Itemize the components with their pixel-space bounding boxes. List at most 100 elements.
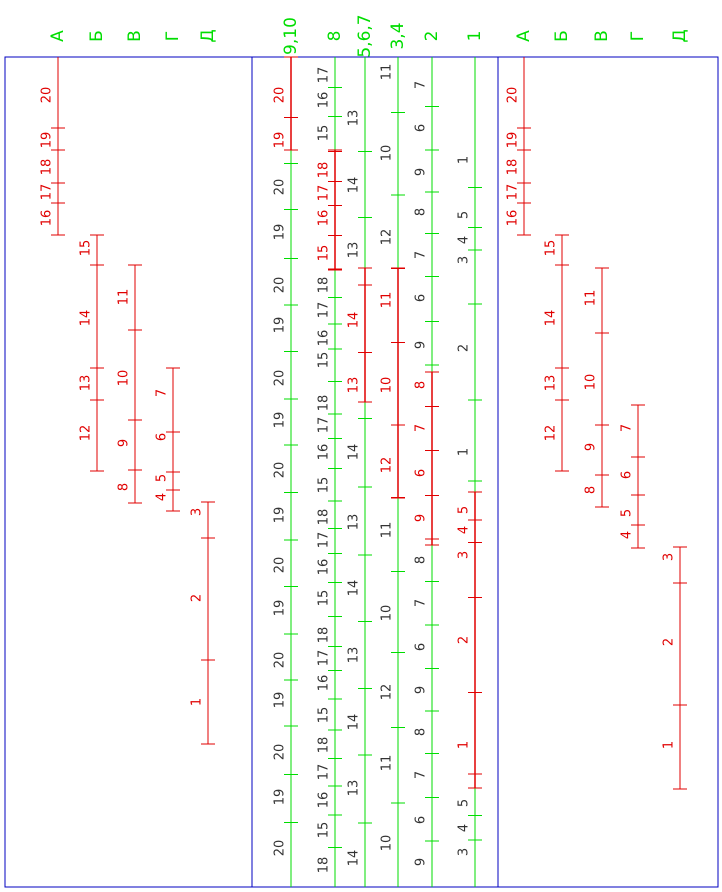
scale-label: 10	[380, 145, 395, 162]
scale-label: 4	[457, 824, 472, 832]
column-header: В	[125, 30, 145, 42]
column-header: 1	[465, 31, 485, 42]
scale-label: 9	[414, 514, 429, 522]
scale-label: 12	[544, 425, 559, 442]
scale-label: 18	[317, 627, 332, 644]
column-header: 2	[422, 31, 442, 42]
scale-label: 15	[317, 352, 332, 369]
scale-label: 6	[414, 643, 429, 651]
column-header: А	[514, 30, 534, 42]
scale-label: 20	[273, 277, 288, 294]
scale-label: 15	[317, 477, 332, 494]
scale-label: 7	[414, 81, 429, 89]
scale-label: 10	[380, 377, 395, 394]
scale-label: 5	[457, 211, 472, 219]
scale-label: 10	[380, 835, 395, 852]
scale-label: 9	[584, 443, 599, 451]
scale-label: 2	[457, 344, 472, 352]
scale-label: 20	[40, 87, 55, 104]
scale-label: 9	[414, 168, 429, 176]
scale-label: 3	[662, 553, 677, 561]
scale-label: 4	[155, 493, 170, 501]
scale-label: 4	[457, 236, 472, 244]
scale-label: 19	[273, 600, 288, 617]
scale-label: 12	[380, 684, 395, 701]
scale-label: 7	[414, 424, 429, 432]
scale-label: 20	[273, 652, 288, 669]
scale-label: 19	[273, 789, 288, 806]
scale-label: 3	[457, 848, 472, 856]
scale-label: 9	[414, 686, 429, 694]
scale-label: 14	[347, 714, 362, 731]
scale-label: 1	[457, 156, 472, 164]
scale-label: 9	[414, 858, 429, 866]
column-header: 9,10	[281, 17, 301, 55]
scale-label: 9	[414, 341, 429, 349]
scale-label: 13	[347, 110, 362, 127]
scale-label: 2	[457, 636, 472, 644]
column-header: Д	[670, 29, 690, 42]
panel-right	[497, 56, 719, 888]
scale-label: 8	[414, 381, 429, 389]
scale-label: 10	[380, 605, 395, 622]
scale-label: 14	[544, 310, 559, 327]
scale-label: 18	[506, 159, 521, 176]
scale-label: 16	[317, 444, 332, 461]
scale-label: 20	[273, 87, 288, 104]
scale-label: 14	[347, 444, 362, 461]
scale-label: 16	[317, 92, 332, 109]
scale-label: 2	[190, 594, 205, 602]
scale-label: 19	[273, 132, 288, 149]
scale-label: 1	[662, 741, 677, 749]
scale-label: 11	[380, 292, 395, 309]
scale-label: 8	[414, 556, 429, 564]
scale-label: 20	[506, 87, 521, 104]
scale-label: 18	[317, 162, 332, 179]
scale-label: 3	[457, 256, 472, 264]
scale-label: 13	[544, 375, 559, 392]
scale-label: 16	[317, 210, 332, 227]
column-header: 5,6,7	[355, 14, 375, 57]
scale-label: 11	[380, 64, 395, 81]
scale-label: 12	[79, 425, 94, 442]
scale-label: 17	[317, 417, 332, 434]
column-header: Г	[163, 31, 183, 41]
column-header: А	[48, 30, 68, 42]
scale-label: 6	[414, 469, 429, 477]
scale-label: 14	[347, 580, 362, 597]
scale-label: 16	[40, 210, 55, 227]
scale-label: 5	[155, 474, 170, 482]
column-header: Д	[198, 29, 218, 42]
scale-label: 17	[317, 650, 332, 667]
scale-label: 15	[79, 240, 94, 257]
scale-label: 15	[317, 822, 332, 839]
scale-label: 17	[317, 185, 332, 202]
scale-label: 17	[317, 532, 332, 549]
scale-label: 11	[117, 289, 132, 306]
scale-label: 10	[117, 370, 132, 387]
scale-label: 5	[457, 799, 472, 807]
scale-label: 8	[414, 728, 429, 736]
scale-label: 16	[317, 792, 332, 809]
panel-middle	[251, 56, 499, 888]
scale-label: 15	[317, 125, 332, 142]
scale-label: 20	[273, 179, 288, 196]
scale-label: 15	[317, 245, 332, 262]
scale-label: 7	[414, 251, 429, 259]
scale-label: 19	[273, 692, 288, 709]
scale-label: 19	[273, 317, 288, 334]
scale-label: 5	[620, 509, 635, 517]
scale-label: 19	[40, 132, 55, 149]
scale-label: 6	[414, 816, 429, 824]
scale-label: 7	[620, 424, 635, 432]
panel-left	[4, 56, 253, 888]
scale-label: 17	[506, 184, 521, 201]
scale-label: 19	[273, 412, 288, 429]
scale-label: 7	[414, 599, 429, 607]
scale-label: 13	[79, 375, 94, 392]
scale-label: 6	[620, 471, 635, 479]
scale-label: 15	[317, 590, 332, 607]
scale-label: 20	[273, 840, 288, 857]
scale-label: 20	[273, 744, 288, 761]
scale-label: 6	[414, 294, 429, 302]
